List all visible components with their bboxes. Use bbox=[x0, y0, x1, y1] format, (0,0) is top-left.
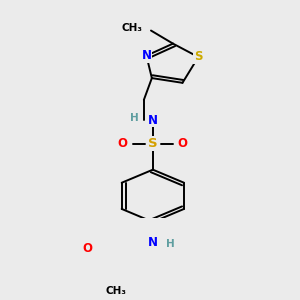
Text: N: N bbox=[141, 49, 152, 62]
Text: H: H bbox=[167, 239, 175, 249]
Text: S: S bbox=[148, 137, 158, 150]
Text: CH₃: CH₃ bbox=[122, 22, 143, 33]
Text: O: O bbox=[83, 242, 93, 255]
Text: CH₃: CH₃ bbox=[105, 286, 126, 296]
Text: O: O bbox=[118, 137, 128, 150]
Text: O: O bbox=[178, 137, 188, 150]
Text: N: N bbox=[148, 236, 158, 249]
Text: H: H bbox=[130, 113, 139, 123]
Text: S: S bbox=[194, 50, 202, 64]
Text: N: N bbox=[148, 114, 158, 127]
